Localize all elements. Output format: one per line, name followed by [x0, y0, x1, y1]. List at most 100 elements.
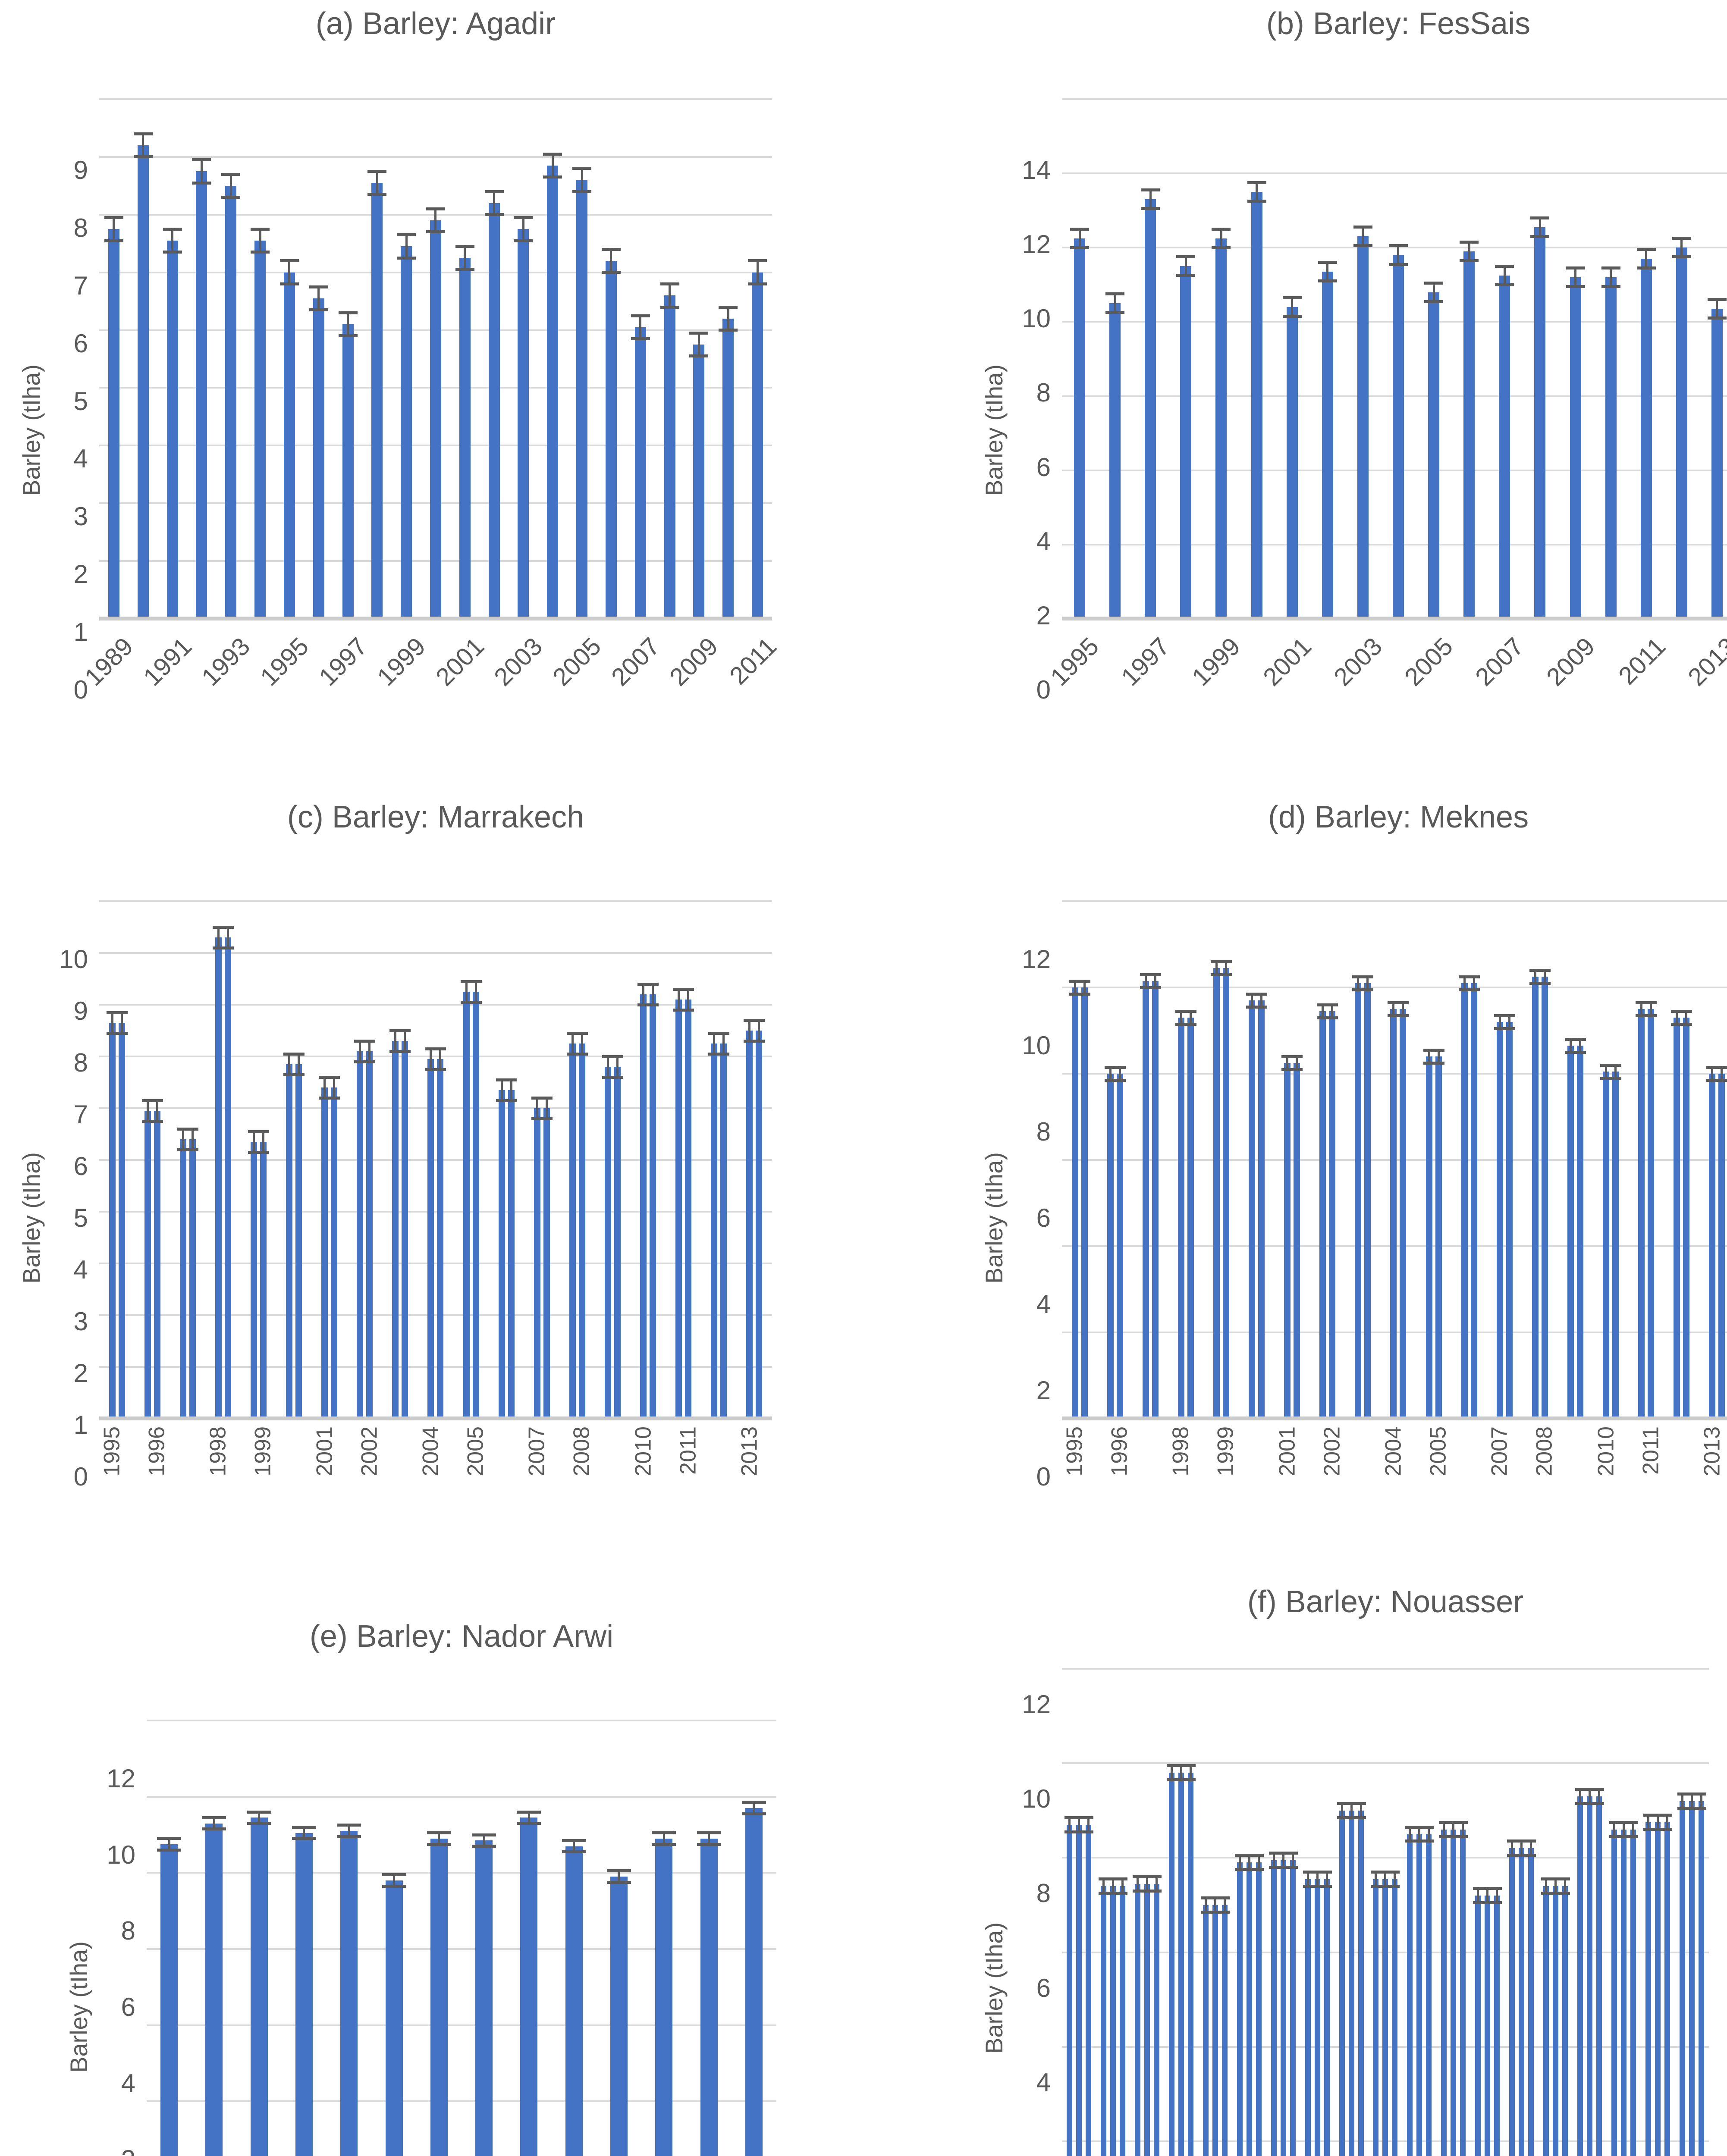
- bar-2010-1: [640, 994, 647, 1419]
- x-tick-label: 2013: [1682, 632, 1727, 692]
- bar-2006: [605, 260, 617, 619]
- y-tick-label: 10: [107, 1840, 135, 1869]
- year-group-2007: [1470, 1669, 1504, 2156]
- error-bar-cap-bottom: [470, 1000, 482, 1004]
- error-bar-stem: [1428, 1050, 1430, 1063]
- error-bar-cap-bottom: [1149, 986, 1161, 989]
- year-group-1996: [304, 99, 333, 619]
- error-bar-cap-top: [1601, 266, 1620, 270]
- error-bar-cap-bottom: [1132, 1889, 1143, 1893]
- bar-slot: [1541, 1669, 1551, 2156]
- error-bar-cap-top: [1405, 1825, 1415, 1829]
- bar-slot: [1317, 901, 1329, 1419]
- error-bar-cap-bottom: [1653, 1828, 1663, 1831]
- year-group-2000: [597, 1720, 641, 2156]
- error-bar-cap-bottom: [354, 1060, 366, 1063]
- error-bar-cap-top: [1636, 1001, 1648, 1004]
- year-group-2011: [1629, 99, 1664, 619]
- error-bar-stem: [573, 1840, 575, 1852]
- y-tick-label: 0: [1036, 675, 1051, 704]
- year-group-2004: [538, 99, 567, 619]
- y-tick-label: 5: [73, 1203, 88, 1232]
- bar-2003: [518, 229, 529, 619]
- error-bar-cap-bottom: [1473, 1901, 1483, 1904]
- error-bar-stem: [226, 927, 229, 948]
- error-bar-cap-top: [744, 1018, 756, 1022]
- bar-slot: [1210, 901, 1222, 1419]
- error-bar-cap-bottom: [279, 282, 299, 285]
- bar-slot: [470, 901, 482, 1419]
- error-bar-cap-bottom: [1645, 1014, 1657, 1017]
- error-bar-cap-bottom: [1636, 1014, 1648, 1017]
- error-bar-cap-top: [397, 233, 416, 237]
- error-bar-cap-top: [682, 987, 694, 991]
- year-group-2008: [1522, 901, 1557, 1419]
- bar-2011-3: [1630, 1829, 1636, 2156]
- bar-2010-2: [1587, 1796, 1593, 2156]
- x-tick-label-wrap: 2007: [1487, 1426, 1512, 1479]
- bar-slot: [1291, 901, 1303, 1419]
- error-bar-cap-bottom: [1175, 1022, 1187, 1026]
- error-bar-stem: [259, 229, 261, 252]
- x-tick-label: 2011: [1638, 1426, 1664, 1475]
- x-tick-label: 2005: [463, 1426, 488, 1476]
- year-group-2007: [626, 99, 655, 619]
- bar-slot: [1380, 1669, 1391, 2156]
- year-group-2003: [1334, 1669, 1369, 2156]
- error-bar-cap-top: [1281, 1055, 1294, 1058]
- bar-slot: [1105, 99, 1125, 619]
- error-bar-cap-top: [562, 1839, 586, 1842]
- year-group-1991: [158, 99, 187, 619]
- error-bar-cap-bottom: [1151, 1889, 1162, 1893]
- bar-slot: [514, 99, 533, 619]
- error-bar-cap-top: [151, 1099, 163, 1102]
- year-group-2001: [1275, 901, 1310, 1419]
- x-tick-label: 2007: [606, 632, 665, 692]
- year-group-2005: [1402, 1669, 1436, 2156]
- bar-2000-1: [286, 1064, 293, 1419]
- error-bar-cap-top: [1530, 216, 1550, 219]
- bar-slot: [338, 99, 358, 619]
- error-bar-stem: [111, 1012, 113, 1033]
- x-tick-label: 1993: [196, 632, 256, 692]
- chart-area: Barley (tIha)024681012199019911992199319…: [65, 1720, 776, 2156]
- y-tick-label: 2: [121, 2147, 135, 2156]
- error-bar-cap-bottom: [531, 1117, 543, 1120]
- bar-slot: [397, 99, 416, 619]
- error-bar-stem: [1520, 1841, 1523, 1855]
- error-bar-cap-bottom: [719, 329, 738, 332]
- y-axis: 0 1 2 3 4 5 6 7 8 9 10: [47, 946, 99, 1490]
- bar-slot: [1253, 1669, 1264, 2156]
- bar-1991: [205, 1823, 223, 2156]
- error-bar-stem: [1496, 1888, 1498, 1903]
- year-group-2003: [1345, 901, 1381, 1419]
- x-tick-label-wrap: 2010: [1593, 1426, 1618, 1479]
- error-bar-stem: [1579, 1039, 1582, 1052]
- bar-2003-3: [1358, 1810, 1364, 2156]
- error-bar-cap-bottom: [1185, 1778, 1196, 1782]
- error-bar-cap-top: [697, 1831, 721, 1835]
- error-bar-cap-bottom: [202, 1827, 226, 1831]
- year-group-2012: [701, 901, 737, 1419]
- bar-2001-1: [1271, 1860, 1277, 2156]
- year-group-2006: [1451, 901, 1487, 1419]
- error-bar-cap-top: [1078, 979, 1090, 983]
- error-bar-stem: [1640, 1003, 1643, 1015]
- error-bar-cap-top: [1551, 1877, 1561, 1881]
- bar-2011-2: [1621, 1829, 1627, 2156]
- y-tick-label: 0: [73, 1462, 88, 1491]
- bar-slot: [1303, 1669, 1313, 2156]
- error-bar-cap-top: [1253, 1854, 1264, 1857]
- error-bar-stem: [1647, 1815, 1650, 1830]
- error-bar-stem: [669, 284, 671, 307]
- bar-slot: [1653, 1669, 1663, 2156]
- bar-2010-2: [1612, 1072, 1619, 1419]
- error-bar-cap-top: [364, 1039, 376, 1043]
- error-bar-cap-bottom: [1326, 1016, 1338, 1019]
- bar-2007-2: [543, 1108, 550, 1419]
- error-bar-stem: [347, 313, 349, 336]
- year-group-1998: [205, 901, 241, 1419]
- error-bar-stem: [1291, 1853, 1294, 1868]
- bar-slot: [1212, 99, 1231, 619]
- error-bar-stem: [1118, 1067, 1121, 1080]
